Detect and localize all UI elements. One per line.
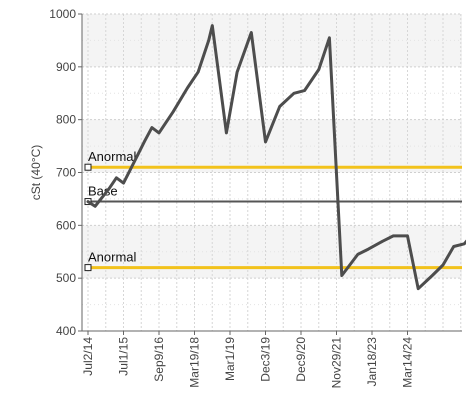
x-tick-label: Jul1/15 <box>117 337 131 376</box>
reference-label: Anormal <box>88 250 137 265</box>
x-tick-label: Dec3/19 <box>259 337 273 382</box>
x-tick-label: Mar1/19 <box>223 337 237 381</box>
y-tick-label: 1000 <box>49 7 76 21</box>
y-tick-label: 500 <box>56 271 76 285</box>
y-tick-label: 700 <box>56 166 76 180</box>
x-tick-label: Jan18/23 <box>365 337 379 387</box>
reference-marker <box>84 264 92 272</box>
x-tick-label: Dec9/20 <box>294 337 308 382</box>
y-tick-labels: 400 500 600 700 800 900 1000 <box>49 7 82 338</box>
y-tick-label: 800 <box>56 113 76 127</box>
y-tick-label: 600 <box>56 218 76 232</box>
x-tick-label: Sep9/16 <box>152 337 166 382</box>
y-tick-label: 400 <box>56 324 76 338</box>
reference-marker <box>84 163 92 171</box>
x-tick-label: Nov29/21 <box>330 337 344 389</box>
x-tick-label: Mar14/24 <box>401 337 415 388</box>
y-tick-label: 900 <box>56 60 76 74</box>
x-tick-label: Mar19/18 <box>188 337 202 388</box>
x-tick-label: Jul2/14 <box>81 337 95 376</box>
x-tick-labels: Jul2/14 Jul1/15 Sep9/16 Mar19/18 Mar1/19 Dec3… <box>81 331 415 388</box>
series-group <box>86 24 466 291</box>
y-axis-label: cSt (40°C) <box>29 145 43 200</box>
reference-label: Anormal <box>88 149 137 164</box>
series-line <box>86 24 466 291</box>
